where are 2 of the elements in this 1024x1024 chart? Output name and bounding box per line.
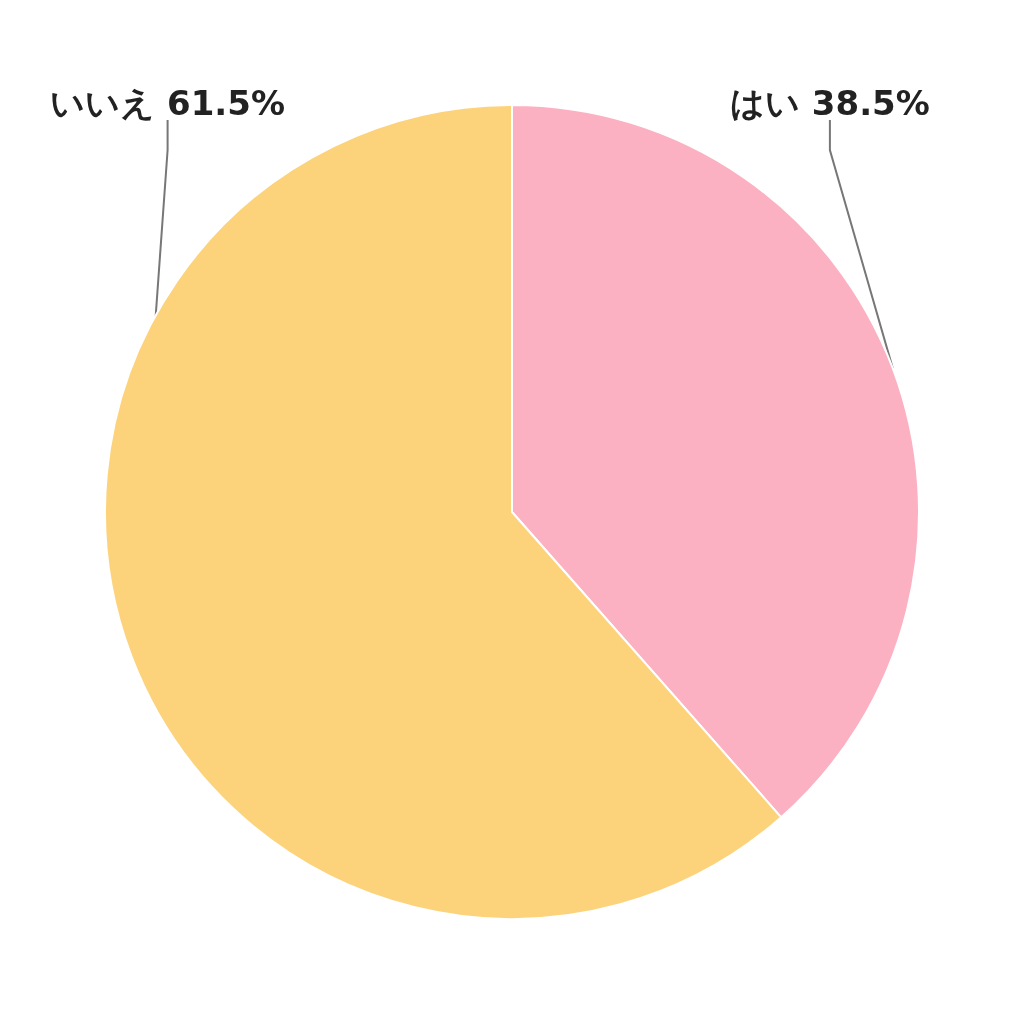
slice-label: はい 38.5% (730, 83, 930, 123)
slice-label: いいえ 61.5% (50, 83, 285, 123)
